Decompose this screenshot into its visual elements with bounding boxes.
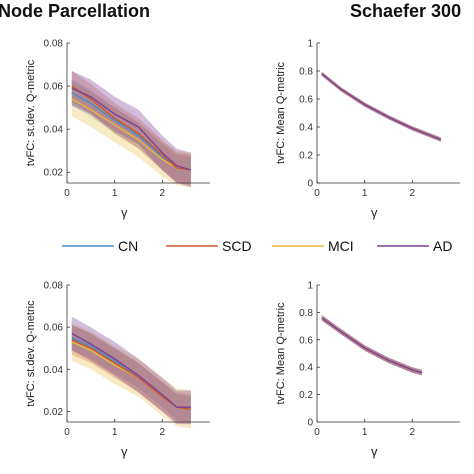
band-mci (71, 322, 191, 429)
y-tick-label: 0.02 (44, 407, 64, 418)
y-axis-label: tvFC: Mean Q-metric (275, 302, 287, 405)
x-tick-label: 2 (160, 427, 166, 438)
y-tick-label: 0.06 (44, 323, 64, 334)
line-scd (321, 73, 442, 141)
x-axis-label: γ (121, 444, 128, 459)
line-ad (321, 317, 423, 374)
y-tick-label: 0.04 (44, 125, 64, 136)
x-tick-label: 1 (362, 427, 368, 438)
y-tick-label: 0.2 (299, 390, 313, 401)
line-cn (321, 73, 442, 141)
y-tick-label: 0.8 (299, 67, 313, 78)
line-scd (71, 85, 192, 171)
chart-panel-4: 0 0.2 0.4 0.6 0.8 1 0 1 2 γ tvFC: Mean Q-metric (275, 281, 460, 459)
x-tick-label: 1 (112, 188, 118, 199)
line-ad (71, 332, 191, 408)
x-tick-label: 0 (64, 427, 70, 438)
x-tick-label: 0 (314, 188, 320, 199)
y-tick-label: 0.6 (299, 335, 313, 346)
y-tick-label: 0.4 (299, 363, 313, 374)
y-tick-label: 0.02 (44, 168, 64, 179)
line-mci (321, 73, 442, 141)
y-tick-label: 1 (307, 281, 313, 292)
y-axis-label: tvFC: st.dev. Q-metric (25, 59, 37, 166)
line-ad (71, 87, 192, 171)
y-tick-label: 0 (307, 179, 313, 190)
legend: CN SCD MCI AD (62, 238, 452, 254)
y-axis-label: tvFC: st.dev. Q-metric (25, 300, 37, 407)
x-axis-label: γ (371, 444, 378, 459)
left-panel-header: Node Parcellation (0, 1, 150, 21)
y-tick-label: 0.08 (44, 281, 64, 292)
band-ad (321, 71, 441, 142)
band-ad (321, 315, 422, 376)
x-tick-label: 1 (362, 188, 368, 199)
y-tick-label: 1 (307, 39, 313, 50)
y-tick-label: 0.06 (44, 82, 64, 93)
x-axis-label: γ (371, 205, 378, 220)
x-axis-label: γ (121, 205, 128, 220)
y-axis-label: tvFC: Mean Q-metric (275, 61, 287, 164)
legend-label-mci: MCI (328, 238, 354, 254)
right-panel-header: Schaefer 300 (350, 1, 461, 21)
x-tick-label: 2 (410, 427, 416, 438)
x-tick-label: 1 (112, 427, 118, 438)
x-tick-label: 0 (314, 427, 320, 438)
y-tick-label: 0.6 (299, 95, 313, 106)
x-tick-label: 2 (410, 188, 416, 199)
y-tick-label: 0.08 (44, 39, 64, 50)
line-ad (321, 73, 442, 141)
legend-label-scd: SCD (222, 238, 252, 254)
legend-label-ad: AD (433, 238, 452, 254)
y-tick-label: 0.4 (299, 123, 313, 134)
legend-label-cn: CN (118, 238, 138, 254)
x-tick-label: 2 (160, 188, 166, 199)
x-tick-label: 0 (64, 188, 70, 199)
chart-panel-2: 0 0.2 0.4 0.6 0.8 1 0 1 2 γ tvFC: Mean Q-metric (275, 39, 460, 220)
y-tick-label: 0 (307, 418, 313, 429)
y-tick-label: 0.04 (44, 365, 64, 376)
chart-panel-1: 0.02 0.04 0.06 0.08 0 1 2 γ tvFC: st.dev. Q-metr… (25, 39, 210, 220)
y-tick-label: 0.8 (299, 308, 313, 319)
y-tick-label: 0.2 (299, 151, 313, 162)
chart-panel-3: 0.02 0.04 0.06 0.08 0 1 2 γ tvFC: st.dev. Q-metr… (25, 281, 210, 459)
